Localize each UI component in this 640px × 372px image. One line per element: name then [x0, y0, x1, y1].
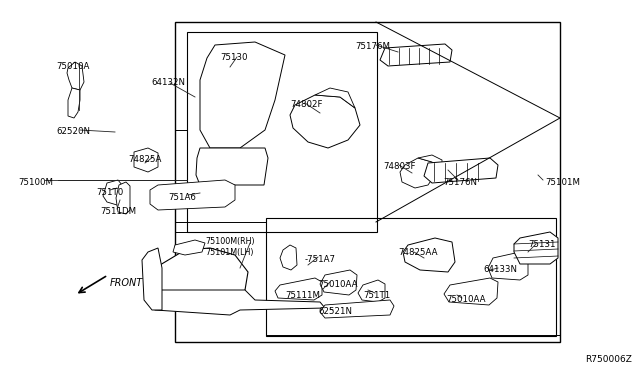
Polygon shape	[145, 290, 325, 315]
Polygon shape	[103, 180, 122, 205]
Text: 75101M(LH): 75101M(LH)	[205, 248, 253, 257]
Polygon shape	[173, 240, 205, 255]
Polygon shape	[116, 182, 130, 214]
Text: FRONT: FRONT	[110, 278, 143, 288]
Text: -751A7: -751A7	[305, 255, 336, 264]
Polygon shape	[358, 280, 385, 302]
Polygon shape	[320, 270, 357, 295]
Polygon shape	[200, 42, 285, 148]
Polygon shape	[134, 148, 158, 172]
Text: 74825A: 74825A	[128, 155, 161, 164]
Text: 74803F: 74803F	[383, 162, 415, 171]
Text: 64132N: 64132N	[151, 78, 185, 87]
Bar	[266, 218, 556, 336]
Polygon shape	[424, 158, 498, 183]
Text: 64133N: 64133N	[483, 265, 517, 274]
Polygon shape	[403, 238, 455, 272]
Polygon shape	[488, 252, 528, 280]
Text: 75010AA: 75010AA	[318, 280, 358, 289]
Polygon shape	[315, 88, 355, 108]
Polygon shape	[444, 278, 498, 305]
Bar	[175, 22, 560, 342]
Text: 75176M: 75176M	[355, 42, 390, 51]
Text: 75010AA: 75010AA	[446, 295, 486, 304]
Polygon shape	[320, 300, 394, 318]
Polygon shape	[514, 232, 558, 264]
Polygon shape	[68, 88, 80, 118]
Polygon shape	[148, 248, 248, 305]
Text: R750006Z: R750006Z	[585, 355, 632, 364]
Bar	[187, 32, 377, 232]
Text: 751T0: 751T0	[96, 188, 124, 197]
Polygon shape	[150, 180, 235, 210]
Text: 62520N: 62520N	[56, 127, 90, 136]
Text: 751T1: 751T1	[363, 291, 390, 300]
Text: 75101M: 75101M	[545, 178, 580, 187]
Text: 75010A: 75010A	[56, 62, 90, 71]
Text: 75100M: 75100M	[18, 178, 53, 187]
Text: 75111M: 75111M	[285, 291, 320, 300]
Polygon shape	[280, 245, 297, 270]
Text: 7511DM: 7511DM	[100, 207, 136, 216]
Polygon shape	[400, 158, 435, 188]
Text: 75131: 75131	[528, 240, 556, 249]
Text: 75176N: 75176N	[443, 178, 477, 187]
Polygon shape	[418, 155, 442, 175]
Polygon shape	[380, 44, 452, 66]
Polygon shape	[275, 278, 322, 300]
Text: 75130: 75130	[220, 53, 248, 62]
Polygon shape	[142, 248, 162, 310]
Text: 74825AA: 74825AA	[398, 248, 438, 257]
Text: 75100M(RH): 75100M(RH)	[205, 237, 255, 246]
Polygon shape	[290, 95, 360, 148]
Text: 62521N: 62521N	[318, 307, 352, 316]
Text: 74802F: 74802F	[290, 100, 323, 109]
Polygon shape	[196, 148, 268, 185]
Polygon shape	[67, 62, 84, 90]
Text: 751A6: 751A6	[168, 193, 196, 202]
